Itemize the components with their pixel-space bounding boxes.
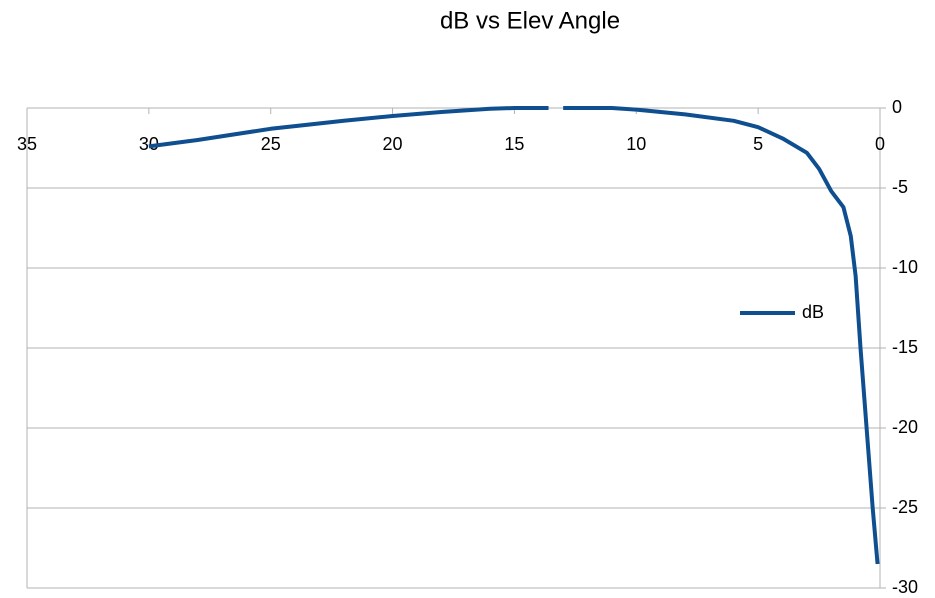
legend-label: dB (802, 302, 824, 322)
x-tick-label: 25 (261, 134, 281, 154)
y-tick-label: -20 (892, 417, 918, 437)
x-tick-label: 15 (504, 134, 524, 154)
y-tick-label: -5 (892, 177, 908, 197)
y-tick-label: 0 (892, 97, 902, 117)
data-line (148, 106, 880, 565)
chart-title: dB vs Elev Angle (440, 7, 620, 34)
x-tick-label: 5 (753, 134, 763, 154)
y-tick-label: -25 (892, 497, 918, 517)
y-tick-label: -15 (892, 337, 918, 357)
y-tick-label: -30 (892, 577, 918, 597)
x-tick-label: 35 (17, 134, 37, 154)
x-tick-label: 0 (875, 134, 885, 154)
x-tick-label: 20 (383, 134, 403, 154)
x-tick-label: 30 (139, 134, 159, 154)
y-tick-label: -10 (892, 257, 918, 277)
x-tick-label: 10 (626, 134, 646, 154)
